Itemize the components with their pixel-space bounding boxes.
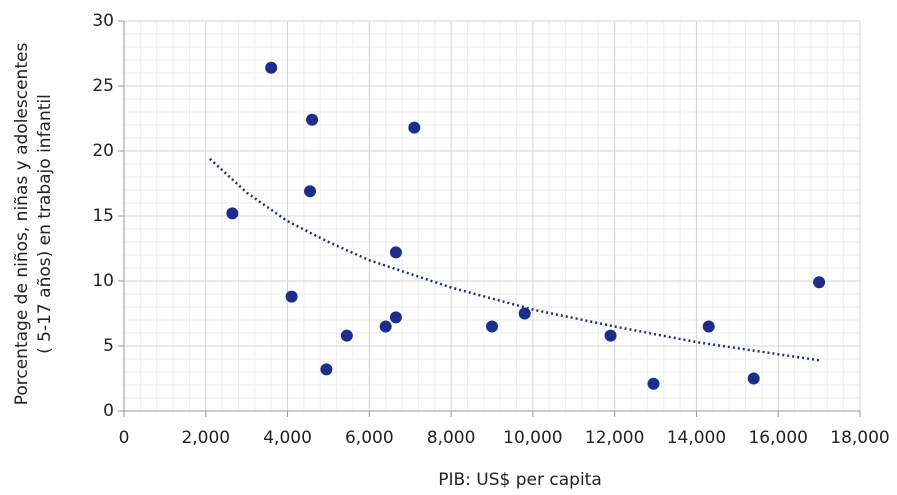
y-tick-label: 5 (103, 336, 114, 356)
point (486, 320, 498, 333)
point (702, 320, 715, 333)
y-tick-label: 10 (92, 271, 114, 291)
point (226, 207, 239, 220)
point (813, 276, 826, 289)
y-axis-label: ( 5-17 años) en trabajo infantil (35, 94, 55, 354)
point (306, 113, 319, 126)
y-tick-label: 0 (103, 401, 114, 421)
y-tick-label: 30 (92, 11, 114, 31)
point (379, 320, 392, 333)
x-tick-label: 18,000 (830, 428, 889, 448)
y-tick-label: 20 (92, 141, 114, 161)
x-tick-label: 6,000 (345, 428, 394, 448)
x-tick-label: 16,000 (748, 428, 807, 448)
x-tick-label: 14,000 (667, 428, 726, 448)
y-tick-label: 15 (92, 206, 114, 226)
x-tick-label: 0 (119, 428, 130, 448)
point (518, 307, 531, 320)
point (340, 329, 353, 342)
point (747, 372, 760, 385)
point (265, 61, 278, 74)
x-tick-label: 12,000 (585, 428, 644, 448)
y-axis-label: Porcentage de niños, niñas y adolescente… (12, 43, 32, 406)
x-tick-label: 10,000 (503, 428, 562, 448)
x-tick-label: 2,000 (181, 428, 230, 448)
y-tick-label: 25 (92, 76, 114, 96)
point (604, 329, 617, 342)
point (389, 246, 402, 259)
point (304, 185, 317, 198)
point (285, 290, 298, 303)
x-axis-label: PIB: US$ per capita (438, 470, 602, 490)
trendline (209, 157, 820, 362)
point (320, 363, 333, 376)
x-tick-label: 4,000 (263, 428, 312, 448)
point (408, 121, 421, 134)
point (647, 377, 660, 390)
point (389, 311, 402, 324)
x-tick-label: 8,000 (427, 428, 476, 448)
